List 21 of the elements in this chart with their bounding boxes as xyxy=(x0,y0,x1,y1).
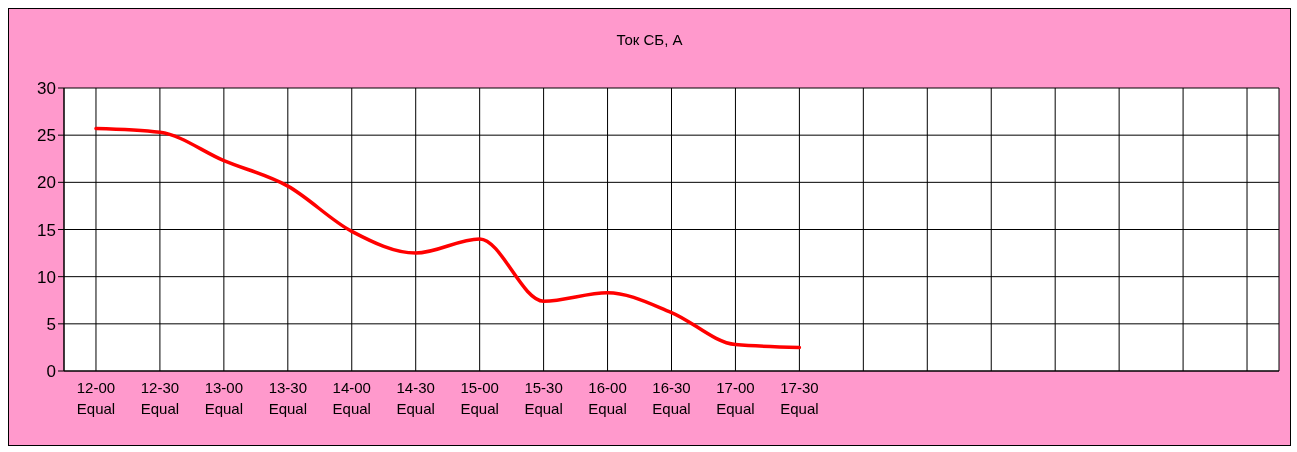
x-tick-label: 16-00 Equal xyxy=(588,379,627,417)
x-tick-label: 13-30 Equal xyxy=(268,379,307,417)
y-tick-label: 5 xyxy=(46,314,56,334)
x-tick-label: 13-00 Equal xyxy=(204,379,244,417)
y-tick-label: 15 xyxy=(37,220,56,240)
x-tick-label: 14-00 Equal xyxy=(332,379,371,417)
x-tick-label: 15-00 Equal xyxy=(460,379,499,417)
y-tick-label: 0 xyxy=(46,362,56,382)
y-tick-label: 30 xyxy=(37,79,56,99)
y-tick-label: 10 xyxy=(37,267,56,287)
x-tick-label: 16-30 Equal xyxy=(652,379,691,417)
chart-title: Ток СБ, А xyxy=(615,31,684,48)
y-tick-label: 20 xyxy=(37,173,56,193)
y-tick-label: 25 xyxy=(37,126,56,146)
x-tick-label: 14-30 Equal xyxy=(396,379,435,417)
x-tick-label: 15-30 Equal xyxy=(524,379,563,417)
line-series xyxy=(94,126,802,350)
x-tick-label: 12-30 Equal xyxy=(140,379,180,417)
x-tick-label: 17-30 Equal xyxy=(780,379,819,417)
x-tick-label: 17-00 Equal xyxy=(716,379,755,417)
x-tick-label: 12-00 Equal xyxy=(76,379,116,417)
